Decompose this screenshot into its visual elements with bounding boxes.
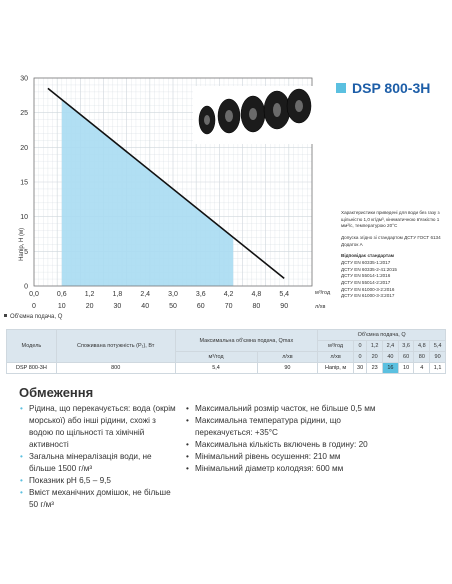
impeller-photo — [193, 86, 317, 144]
standard-item: ДСТУ EN 55014-2:2017 — [341, 279, 391, 285]
section-title: Обмеження — [19, 385, 94, 400]
lmin-value: 90 — [429, 351, 446, 363]
info-approval: Допуска згідно зі стандартом ДСТУ ГОСТ 6… — [341, 234, 441, 247]
x-axis-title: Об'ємна подача, Q — [10, 314, 63, 320]
x2-tick-label: 40 — [141, 303, 149, 310]
plot-frame — [33, 77, 313, 287]
list-item: Рідина, що перекачується: вода (окрім мо… — [20, 403, 180, 451]
cell-head: 30 — [352, 362, 368, 374]
series-line — [47, 87, 285, 279]
x2-tick-label: 50 — [169, 303, 177, 310]
title-marker — [336, 83, 346, 93]
y-tick-label: 0 — [24, 284, 28, 291]
standards-title: Відповідає стандартам — [341, 253, 395, 259]
list-item: Максимальний розмір часток, не більше 0,… — [186, 403, 386, 415]
m3-value: 2,4 — [382, 340, 399, 352]
standard-item: ДСТУ EN 61000-3-3:2017 — [341, 293, 395, 299]
info-block: Характеристики приведені для води без га… — [341, 210, 449, 300]
cell-qmax-m3: 5,4 — [174, 362, 258, 374]
cell-head: 23 — [366, 362, 384, 374]
lmin-value: 60 — [397, 351, 415, 363]
x2-tick-label: 10 — [58, 303, 66, 310]
x-tick-label: 1,2 — [85, 291, 95, 298]
list-item: Загальна мінералізація води, не більше 1… — [20, 451, 180, 475]
th-qmax: Максимальна об'ємна подача, Qmax — [174, 329, 319, 352]
cell-head-label: Напір, м — [317, 362, 354, 374]
x2-tick-label: 60 — [197, 303, 205, 310]
cell-head: 10 — [397, 362, 415, 374]
product-title-block: DSP 800-3H — [336, 80, 430, 96]
x-tick-label: 3,6 — [196, 291, 206, 298]
x-tick-label: 0,6 — [57, 291, 67, 298]
lmin-value: 0 — [352, 351, 368, 363]
y-tick-label: 20 — [20, 145, 28, 152]
list-item: Максимальна температура рідини, що перек… — [186, 415, 386, 439]
table-row: DSP 800-3H 800 5,4 90 Напір, м 30 23 16 … — [6, 362, 446, 374]
x-axis-title-marker — [4, 314, 7, 317]
spec-table: Модель Споживана потужність (P₁), Вт Мак… — [6, 329, 446, 374]
cell-head: 4 — [413, 362, 431, 374]
th-flow: Об'ємна подача, Q — [317, 329, 446, 341]
y-axis-title: Напір, Н (м) — [19, 228, 25, 261]
info-conditions: Характеристики приведені для води без га… — [341, 210, 440, 229]
cell-head: 1,1 — [429, 362, 446, 374]
y-tick-label: 15 — [20, 180, 28, 187]
y-tick-label: 25 — [20, 110, 28, 117]
m3-value: 4,8 — [413, 340, 431, 352]
limits-right-list: Максимальний розмір часток, не більше 0,… — [186, 403, 386, 475]
th-power: Споживана потужність (P₁), Вт — [55, 329, 176, 363]
y-tick-label: 30 — [20, 76, 28, 83]
cell-model: DSP 800-3H — [6, 362, 57, 374]
y-tick-label: 5 — [24, 249, 28, 256]
x-tick-label: 3,0 — [168, 291, 178, 298]
x2-tick-label: 0 — [32, 303, 36, 310]
qmax-unit-l: л/хв — [256, 351, 319, 363]
x2-tick-label: 80 — [253, 303, 261, 310]
cell-power: 800 — [55, 362, 176, 374]
th-model: Модель — [6, 329, 57, 363]
standard-item: ДСТУ EN 61000-3-2:2016 — [341, 286, 395, 292]
standard-item: ДСТУ EN 55014-1:2016 — [341, 273, 391, 279]
x-tick-label: 0,0 — [29, 291, 39, 298]
x-tick-label: 4,2 — [224, 291, 234, 298]
x-tick-label: 1,8 — [113, 291, 123, 298]
qmax-unit-m3: м³/год — [174, 351, 258, 363]
m3-value: 0 — [352, 340, 368, 352]
list-item: Мінімальний діаметр колодязя: 600 мм — [186, 463, 386, 475]
x-tick-label: 5,4 — [279, 291, 289, 298]
lmin-value: 80 — [413, 351, 431, 363]
m3-value: 3,6 — [397, 340, 415, 352]
cell-qmax-l: 90 — [256, 362, 319, 374]
lmin-value: 40 — [382, 351, 399, 363]
m3-value: 1,2 — [366, 340, 384, 352]
product-title: DSP 800-3H — [352, 80, 431, 96]
x2-tick-label: 30 — [114, 303, 122, 310]
unit-lmin: л/хв — [317, 351, 354, 363]
working-range-area — [61, 99, 234, 286]
x2-unit-label: л/хв — [315, 304, 325, 310]
list-item: Мінімальний рівень осушення: 210 мм — [186, 451, 386, 463]
list-item: Вміст механічних домішок, не більше 50 г… — [20, 487, 180, 511]
cell-head-highlight: 16 — [382, 362, 399, 374]
x-unit-label: м³/год — [315, 290, 331, 296]
list-item: Показник pH 6,5 – 9,5 — [20, 475, 180, 487]
m3-value: 5,4 — [429, 340, 446, 352]
limits-left-list: Рідина, що перекачується: вода (окрім мо… — [20, 403, 180, 511]
x2-tick-label: 20 — [86, 303, 94, 310]
unit-m3: м³/год — [317, 340, 354, 352]
x2-tick-label: 70 — [225, 303, 233, 310]
standard-item: ДСТУ EN 60335-2-41:2015 — [341, 266, 397, 272]
x-tick-label: 2,4 — [140, 291, 150, 298]
y-tick-label: 10 — [20, 214, 28, 221]
lmin-value: 20 — [366, 351, 384, 363]
standard-item: ДСТУ EN 60335-1:2017 — [341, 259, 391, 265]
list-item: Максимальна кількість включень в годину:… — [186, 439, 386, 451]
x-tick-label: 4,8 — [252, 291, 262, 298]
x2-tick-label: 90 — [280, 303, 288, 310]
